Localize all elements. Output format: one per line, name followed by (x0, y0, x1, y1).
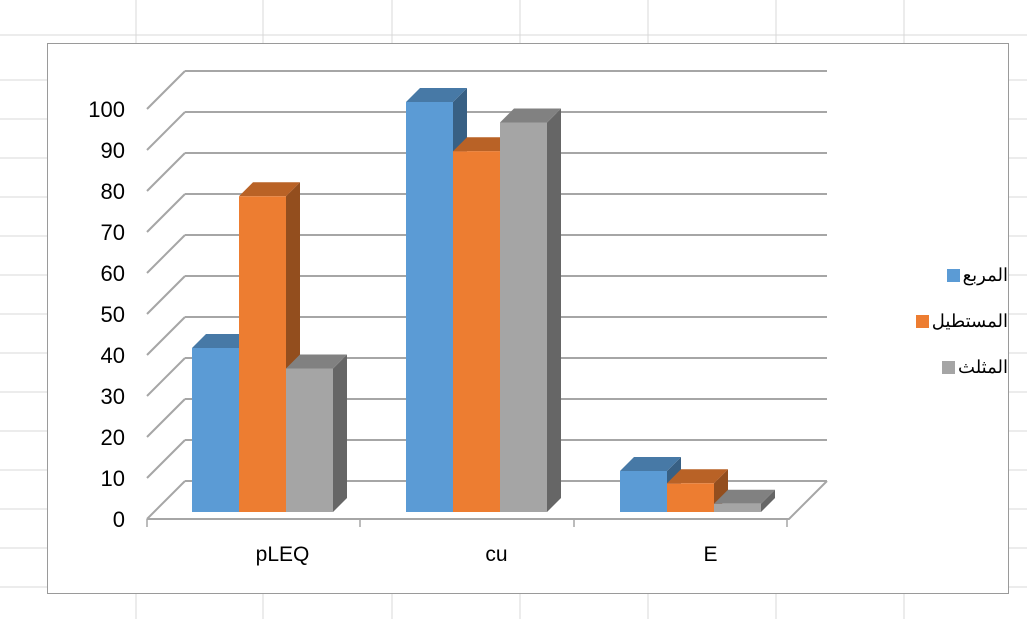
legend-item-1: المستطيل (873, 298, 1008, 344)
y-tick-label: 60 (101, 261, 125, 286)
gridline-side (146, 357, 186, 397)
gridline-side (146, 439, 186, 479)
gridline-side (146, 152, 186, 192)
bar-front (239, 196, 286, 513)
gridline-side (146, 316, 186, 356)
y-tick-label: 20 (101, 425, 125, 450)
bar-top (406, 88, 467, 102)
legend-label-0: المربع (962, 264, 1008, 285)
legend-item-2: المثلث (873, 344, 1008, 390)
y-tick-label: 90 (101, 138, 125, 163)
bar-top (620, 457, 681, 471)
bar-front (406, 102, 453, 512)
y-tick-label: 30 (101, 384, 125, 409)
legend[interactable]: المربع المستطيل المثلث (873, 252, 1008, 390)
bar-top (239, 182, 300, 197)
bar-top (667, 469, 728, 484)
bar-pLEQ-1[interactable] (239, 182, 300, 513)
bar-chart-3d: 0 10 20 30 40 50 60 70 80 90 100 pLEQ cu E (88, 70, 828, 566)
gridline-side (146, 234, 186, 274)
bar-side (333, 354, 347, 512)
legend-label-1: المستطيل (931, 310, 1008, 331)
y-tick-label: 70 (101, 220, 125, 245)
bar-E-2[interactable] (714, 489, 775, 512)
floor-edge (147, 480, 828, 520)
y-tick-label: 0 (113, 507, 125, 532)
legend-item-0: المربع (873, 252, 1008, 298)
bar-top (500, 108, 561, 123)
x-tick-label: E (703, 543, 717, 566)
y-tick-label: 80 (101, 179, 125, 204)
bar-front (192, 348, 239, 512)
chart-area[interactable]: 0 10 20 30 40 50 60 70 80 90 100 pLEQ cu E المربع الم… (47, 43, 1009, 594)
y-tick-label: 50 (101, 302, 125, 327)
gridline-side (146, 70, 186, 110)
legend-swatch-1 (915, 314, 929, 328)
y-tick-label: 40 (101, 343, 125, 368)
x-tick-label: pLEQ (256, 543, 310, 566)
bar-cu-2[interactable] (500, 108, 561, 513)
bar-side (547, 108, 561, 512)
bar-top (714, 489, 775, 504)
bar-side (761, 489, 775, 512)
gridline-side (146, 480, 186, 520)
bar-top (453, 137, 514, 152)
bar-front (620, 471, 667, 512)
bar-top (286, 354, 347, 369)
bar-front (714, 503, 761, 512)
bar-front (286, 368, 333, 512)
gridline-side (146, 398, 186, 438)
bar-pLEQ-2[interactable] (286, 354, 347, 513)
gridline-side (146, 193, 186, 233)
bar-front (500, 122, 547, 512)
y-tick-label: 10 (101, 466, 125, 491)
legend-swatch-0 (946, 268, 960, 282)
gridline-side (146, 111, 186, 151)
legend-swatch-2 (942, 360, 956, 374)
y-tick-label: 100 (88, 97, 125, 122)
bar-front (667, 483, 714, 512)
x-tick-label: cu (485, 543, 507, 566)
bar-front (453, 151, 500, 512)
legend-label-2: المثلث (958, 356, 1008, 377)
bar-top (192, 334, 253, 348)
gridline-side (146, 275, 186, 315)
